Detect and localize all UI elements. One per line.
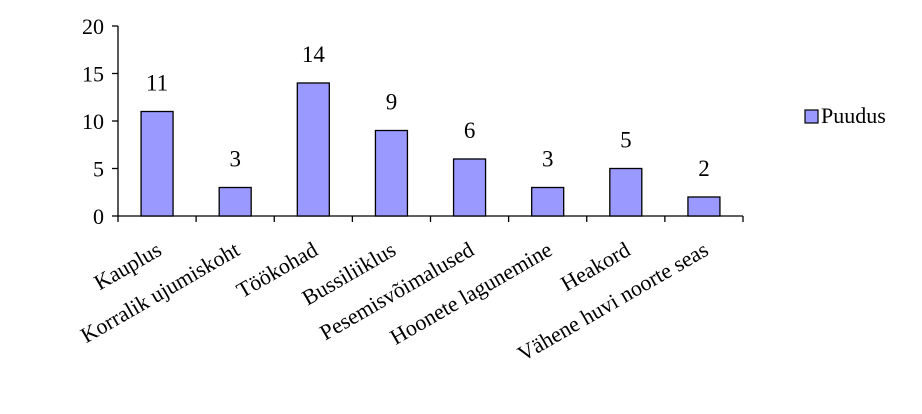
y-tick-label: 0 xyxy=(93,204,104,229)
y-tick-label: 15 xyxy=(82,62,104,87)
bar xyxy=(531,186,565,217)
y-tick-label: 20 xyxy=(82,14,104,39)
bar xyxy=(140,110,174,217)
data-label: 11 xyxy=(146,71,168,96)
data-label: 9 xyxy=(386,90,398,115)
legend-label: Puudus xyxy=(821,103,886,128)
bar xyxy=(687,196,721,217)
data-label: 6 xyxy=(464,118,476,143)
y-tick-label: 5 xyxy=(93,157,104,182)
bar xyxy=(452,158,487,217)
bar xyxy=(609,167,643,217)
data-label: 14 xyxy=(302,42,326,67)
bar xyxy=(374,129,409,217)
data-label: 3 xyxy=(229,147,241,172)
legend-swatch xyxy=(804,109,819,124)
bar xyxy=(218,186,252,217)
data-label: 5 xyxy=(620,128,632,153)
bar xyxy=(296,82,330,217)
data-label: 2 xyxy=(698,156,710,181)
data-label: 3 xyxy=(542,147,554,172)
y-tick-label: 10 xyxy=(82,109,104,134)
